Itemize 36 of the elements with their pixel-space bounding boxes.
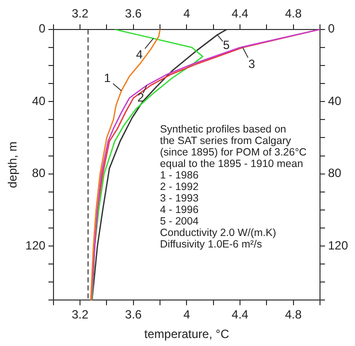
annotation: 5 <box>223 38 230 52</box>
x-tick-label: 4 <box>183 308 190 322</box>
y-tick-label: 80 <box>32 166 46 180</box>
annotation: 4 <box>136 48 144 62</box>
annotation: 2 - 1992 <box>160 180 199 193</box>
annotation: equal to the 1895 - 1910 mean <box>160 158 304 170</box>
x-tick-label: 3.6 <box>125 308 142 322</box>
y-tick-label: 120 <box>25 238 46 252</box>
x-tick-label: 4.8 <box>284 308 302 322</box>
y2-tick-label: 80 <box>328 166 342 180</box>
y2-tick-label: 40 <box>328 94 342 108</box>
x2-tick-label: 4 <box>183 6 190 21</box>
x-tick-label: 4.4 <box>232 308 249 322</box>
annotation: 5 - 2004 <box>160 215 199 228</box>
annotation: 4 - 1996 <box>160 204 199 216</box>
annotation: 2 <box>137 90 144 105</box>
annotation: 1 - 1986 <box>160 169 199 182</box>
annotation: 3 - 1993 <box>160 192 199 204</box>
y-tick-label: 40 <box>32 94 46 108</box>
annotation: (since 1895) for POM of 3.26°C <box>160 146 308 158</box>
x2-tick-label: 4.4 <box>232 6 249 21</box>
annotation: 3 <box>248 56 256 71</box>
annotation: 1 <box>104 71 112 86</box>
y2-tick-label: 120 <box>328 238 348 252</box>
x2-tick-label: 4.8 <box>284 6 302 21</box>
y-axis-title: depth, m <box>6 141 20 188</box>
annotation: Conductivity 2.0 W/(m.K) <box>160 226 276 239</box>
x2-tick-label: 3.2 <box>72 6 89 21</box>
annotation: Diffusivity 1.0E-6 m²/s <box>160 238 262 250</box>
x-tick-label: 3.2 <box>72 308 89 322</box>
y-tick-label: 0 <box>38 22 46 36</box>
y2-tick-label: 0 <box>328 22 335 36</box>
annotation: Synthetic profiles based on <box>160 123 286 136</box>
x-axis-title: temperature, °C <box>144 327 230 342</box>
annotation: the SAT series from Calgary <box>160 134 292 147</box>
x2-tick-label: 3.6 <box>125 6 142 21</box>
